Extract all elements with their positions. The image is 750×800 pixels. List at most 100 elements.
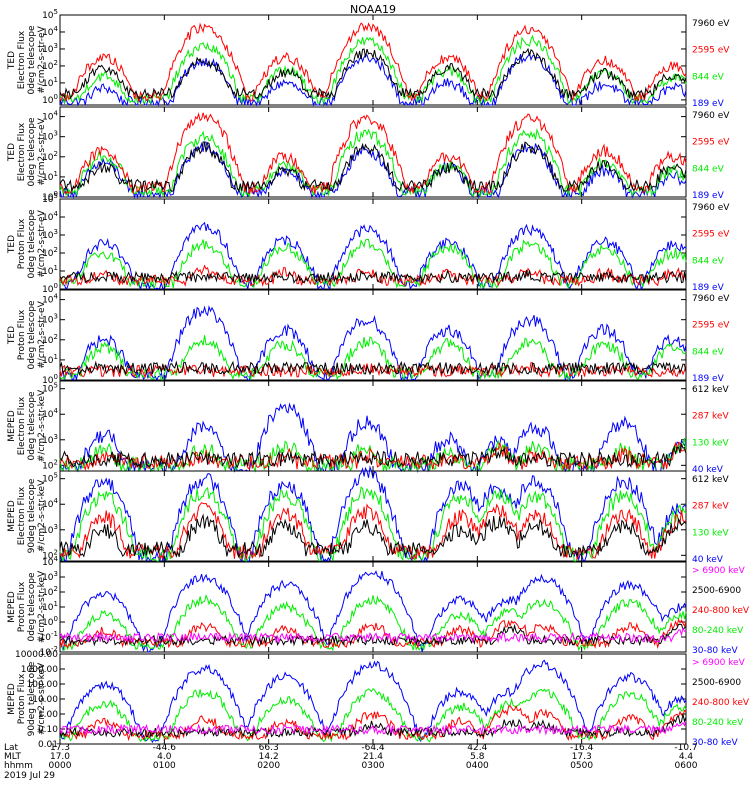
y-axis-label: TED (7, 326, 17, 345)
legend-item: 287 keV (692, 502, 729, 512)
legend-item: 189 eV (692, 283, 725, 293)
x-tick-label-hhmm: 0100 (153, 761, 176, 771)
y-tick-label: 0.10 (38, 725, 58, 735)
y-tick-label: 10.00 (32, 695, 58, 705)
x-tick-label-hhmm: 0000 (49, 761, 72, 771)
series-240-800-kev (59, 618, 687, 650)
y-tick-label: 105 (42, 8, 58, 21)
x-tick-label-lat: 42.4 (467, 743, 487, 753)
legend-item: 189 eV (692, 191, 725, 201)
series-7960-ev (59, 47, 687, 100)
y-axis-label: #/cm2-s-str-eV (37, 209, 47, 277)
y-axis-label: #/cm2-s-str-eV (37, 25, 47, 93)
x-tick-label-mlt: 17.3 (572, 752, 592, 762)
series-7960-ev (59, 269, 687, 285)
series--6900-kev (59, 720, 687, 736)
y-axis-label: 0deg telescope (27, 117, 37, 187)
y-axis-label: #/cm2-s-str-keV (37, 570, 47, 643)
legend-item: 240-800 keV (692, 606, 750, 616)
series-287-kev (59, 502, 687, 561)
y-axis-label: Electron Flux (17, 122, 27, 181)
legend-item: 40 keV (692, 555, 724, 565)
y-tick-label: 1000.00 (21, 665, 58, 675)
y-axis-label: Electron Flux (17, 30, 27, 89)
legend-item: 844 eV (692, 72, 725, 82)
legend-item: 30-80 keV (692, 646, 738, 656)
y-tick-label: 10000.00 (15, 650, 58, 660)
x-row-label: Lat (4, 743, 19, 753)
legend-item: 844 eV (692, 164, 725, 174)
y-axis-label: 0deg telescope (27, 209, 37, 279)
legend-item: 7960 eV (692, 111, 730, 121)
legend-item: 130 keV (692, 528, 729, 538)
legend-item: 240-800 keV (692, 698, 750, 708)
x-row-label: MLT (4, 752, 22, 762)
x-tick-label-lat: 66.3 (259, 743, 279, 753)
series-612-kev (59, 442, 687, 469)
y-axis-label: Electron Flux (17, 396, 27, 455)
x-tick-label-hhmm: 0600 (675, 761, 698, 771)
y-axis-label: Proton Flux (17, 673, 27, 724)
y-axis-label: 90deg telescope (27, 661, 37, 736)
y-axis-label: MEPED (7, 591, 17, 623)
x-tick-label-lat: -44.6 (153, 743, 177, 753)
legend-item: 612 keV (692, 385, 729, 395)
y-axis-label: 0deg telescope (27, 391, 37, 461)
series-30-80-kev (59, 659, 687, 744)
y-axis-label: 0deg telescope (27, 25, 37, 95)
y-axis-label: 90deg telescope (27, 478, 37, 553)
x-tick-label-mlt: 17.0 (50, 752, 70, 762)
y-axis-label: TED (7, 235, 17, 254)
y-axis-label: MEPED (7, 683, 17, 715)
x-tick-label-hhmm: 0500 (570, 761, 593, 771)
series-7960-ev (59, 360, 687, 376)
x-tick-label-hhmm: 0200 (257, 761, 280, 771)
legend-item: 2595 eV (692, 230, 730, 240)
series-2500-6900 (60, 623, 687, 647)
legend-item: 189 eV (692, 374, 725, 384)
y-axis-label: MEPED (7, 500, 17, 532)
y-tick-label: 0.01 (38, 740, 58, 750)
x-tick-label-lat: -10.7 (674, 743, 697, 753)
x-tick-label-mlt: 5.8 (470, 752, 485, 762)
legend-item: 7960 eV (692, 19, 730, 29)
series-240-800-kev (59, 705, 687, 742)
y-axis-label: #/cm2-s-str-keV (37, 479, 47, 552)
legend-item: 30-80 keV (692, 738, 738, 748)
legend-item: 80-240 keV (692, 718, 744, 728)
y-axis-label: 0deg telescope (27, 300, 37, 370)
y-axis-label: Proton Flux (17, 218, 27, 269)
legend-item: 612 keV (692, 475, 729, 485)
legend-item: 2595 eV (692, 46, 730, 56)
y-axis-label: 0deg telescope (27, 572, 37, 642)
legend-item: 80-240 keV (692, 626, 744, 636)
x-tick-label-lat: -16.4 (570, 743, 594, 753)
y-axis-label: MEPED (7, 410, 17, 442)
series--6900-kev (59, 626, 687, 644)
legend-item: 7960 eV (692, 294, 730, 304)
y-tick-label: 1.00 (38, 710, 58, 720)
series-2595-ev (59, 362, 687, 379)
legend-item: 189 eV (692, 99, 725, 109)
series-2595-ev (59, 22, 687, 103)
y-axis-label: TED (7, 143, 17, 162)
legend-item: 2595 eV (692, 321, 730, 331)
x-tick-label-hhmm: 0400 (466, 761, 489, 771)
y-axis-label: Proton Flux (17, 581, 27, 632)
y-axis-label: Proton Flux (17, 309, 27, 360)
series-2595-ev (59, 112, 687, 195)
panel-8: 0.01 0.10 1.00 10.00 100.00 1000.00 10000.00 ME… (7, 650, 750, 750)
legend-item: > 6900 keV (692, 658, 746, 668)
legend-item: 2595 eV (692, 138, 730, 148)
x-tick-label-mlt: 4.0 (157, 752, 172, 762)
y-axis-label: #/cm2-s-str-keV (37, 389, 47, 462)
y-axis-label: TED (7, 51, 17, 70)
